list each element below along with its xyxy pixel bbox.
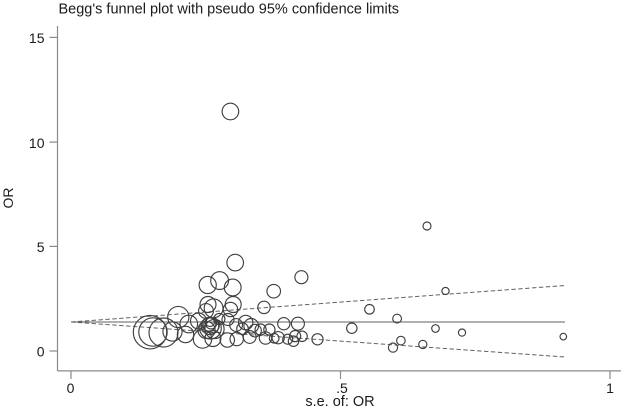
svg-text:0: 0 bbox=[67, 380, 75, 396]
svg-text:Begg's funnel plot with pseudo: Begg's funnel plot with pseudo 95% confi… bbox=[59, 2, 400, 18]
svg-text:1: 1 bbox=[606, 380, 614, 396]
svg-text:5: 5 bbox=[37, 239, 45, 255]
svg-text:OR: OR bbox=[0, 188, 16, 209]
svg-text:0: 0 bbox=[37, 344, 45, 360]
svg-text:.5: .5 bbox=[336, 380, 348, 396]
svg-text:s.e. of: OR: s.e. of: OR bbox=[305, 394, 374, 408]
svg-text:10: 10 bbox=[29, 135, 45, 151]
svg-text:15: 15 bbox=[29, 30, 45, 46]
